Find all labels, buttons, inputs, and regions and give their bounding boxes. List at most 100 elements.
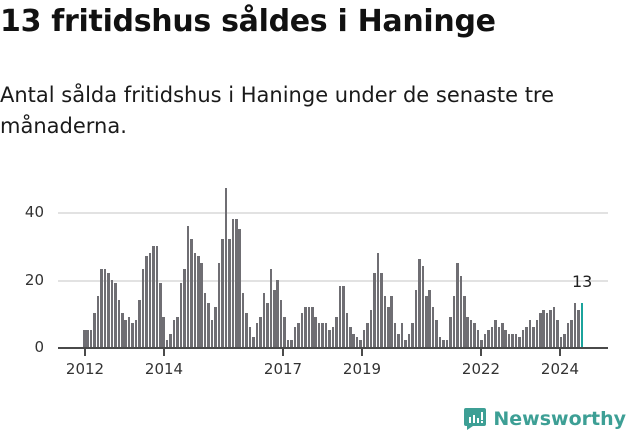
bar bbox=[387, 306, 390, 347]
bar bbox=[539, 313, 542, 347]
bar bbox=[203, 293, 207, 347]
bar bbox=[501, 323, 504, 347]
newsworthy-logo[interactable]: Newsworthy bbox=[464, 407, 626, 431]
bar bbox=[563, 333, 566, 347]
bar bbox=[383, 296, 387, 347]
last-value-label: 13 bbox=[572, 272, 593, 291]
bar bbox=[497, 326, 501, 347]
bar bbox=[449, 316, 452, 347]
bar bbox=[207, 303, 210, 347]
x-tick-label: 2022 bbox=[461, 360, 501, 378]
bar bbox=[514, 333, 518, 347]
bar bbox=[252, 336, 255, 347]
bar bbox=[262, 293, 266, 347]
bar bbox=[490, 326, 494, 347]
chart-subtitle: Antal sålda fritidshus i Haninge under d… bbox=[0, 83, 555, 138]
bar bbox=[297, 323, 300, 347]
bar bbox=[121, 313, 124, 347]
x-tick-label: 2017 bbox=[263, 360, 303, 378]
bar bbox=[518, 336, 521, 347]
bar bbox=[456, 262, 459, 347]
bar bbox=[286, 340, 290, 347]
bar bbox=[141, 269, 145, 347]
bar bbox=[114, 282, 117, 347]
bar bbox=[494, 320, 497, 347]
bar bbox=[504, 330, 507, 347]
bar bbox=[359, 340, 362, 347]
bar bbox=[487, 330, 490, 347]
chart-title: 13 fritidshus såldes i Haninge bbox=[0, 4, 496, 39]
bar bbox=[248, 326, 252, 347]
bar bbox=[476, 330, 480, 347]
bar bbox=[179, 282, 183, 347]
bar bbox=[148, 252, 152, 347]
bar bbox=[393, 323, 397, 347]
bar-chart: 40 20 0 2012 2014 2017 2019 2022 2024 13 bbox=[0, 188, 631, 390]
bar bbox=[421, 266, 425, 347]
bar bbox=[573, 303, 577, 347]
bar bbox=[283, 316, 286, 347]
bar bbox=[545, 313, 549, 347]
bar bbox=[276, 279, 279, 347]
bar bbox=[407, 333, 411, 347]
bar bbox=[342, 286, 345, 347]
bar bbox=[155, 245, 159, 347]
bar bbox=[165, 340, 169, 347]
gridline-40 bbox=[58, 212, 608, 214]
x-tick-label: 2012 bbox=[65, 360, 105, 378]
bar bbox=[183, 269, 186, 347]
x-tick-label: 2014 bbox=[144, 360, 184, 378]
bar bbox=[390, 296, 393, 347]
bar bbox=[117, 299, 121, 347]
bar bbox=[131, 323, 134, 347]
bar bbox=[373, 272, 376, 347]
bar bbox=[110, 279, 114, 347]
bar bbox=[397, 333, 400, 347]
bar bbox=[331, 326, 335, 347]
brand-name: Newsworthy bbox=[493, 408, 626, 430]
bar bbox=[445, 340, 449, 347]
bar bbox=[273, 289, 276, 347]
bar bbox=[580, 303, 583, 347]
x-axis bbox=[58, 347, 608, 349]
y-tick-label-0: 0 bbox=[34, 338, 44, 356]
bar bbox=[324, 323, 328, 347]
bar bbox=[411, 323, 414, 347]
bar bbox=[304, 306, 307, 347]
bar bbox=[466, 316, 469, 347]
bar bbox=[172, 320, 176, 347]
bar bbox=[528, 320, 532, 347]
bar bbox=[93, 313, 96, 347]
bar bbox=[255, 323, 259, 347]
gridline-20 bbox=[58, 280, 608, 282]
bar bbox=[224, 188, 228, 347]
bar bbox=[431, 306, 435, 347]
bar bbox=[103, 269, 107, 347]
bar bbox=[418, 259, 421, 347]
bar bbox=[525, 326, 528, 347]
x-tick bbox=[361, 348, 363, 356]
bar bbox=[483, 333, 487, 347]
x-tick bbox=[163, 348, 165, 356]
bar bbox=[438, 336, 442, 347]
bar bbox=[228, 239, 231, 347]
bar bbox=[124, 320, 127, 347]
bar bbox=[380, 272, 383, 347]
bar bbox=[214, 306, 217, 347]
bar bbox=[300, 313, 304, 347]
bar bbox=[311, 306, 314, 347]
bar bbox=[314, 316, 317, 347]
bar bbox=[452, 296, 456, 347]
bar bbox=[469, 320, 473, 347]
x-tick bbox=[480, 348, 482, 356]
bar bbox=[369, 309, 373, 347]
bar bbox=[428, 289, 431, 347]
bar bbox=[197, 255, 200, 347]
bar bbox=[162, 316, 165, 347]
bar bbox=[293, 326, 297, 347]
bar bbox=[480, 340, 483, 347]
bar bbox=[552, 306, 556, 347]
bar bbox=[307, 306, 311, 347]
bar bbox=[290, 340, 293, 347]
bar bbox=[570, 320, 573, 347]
